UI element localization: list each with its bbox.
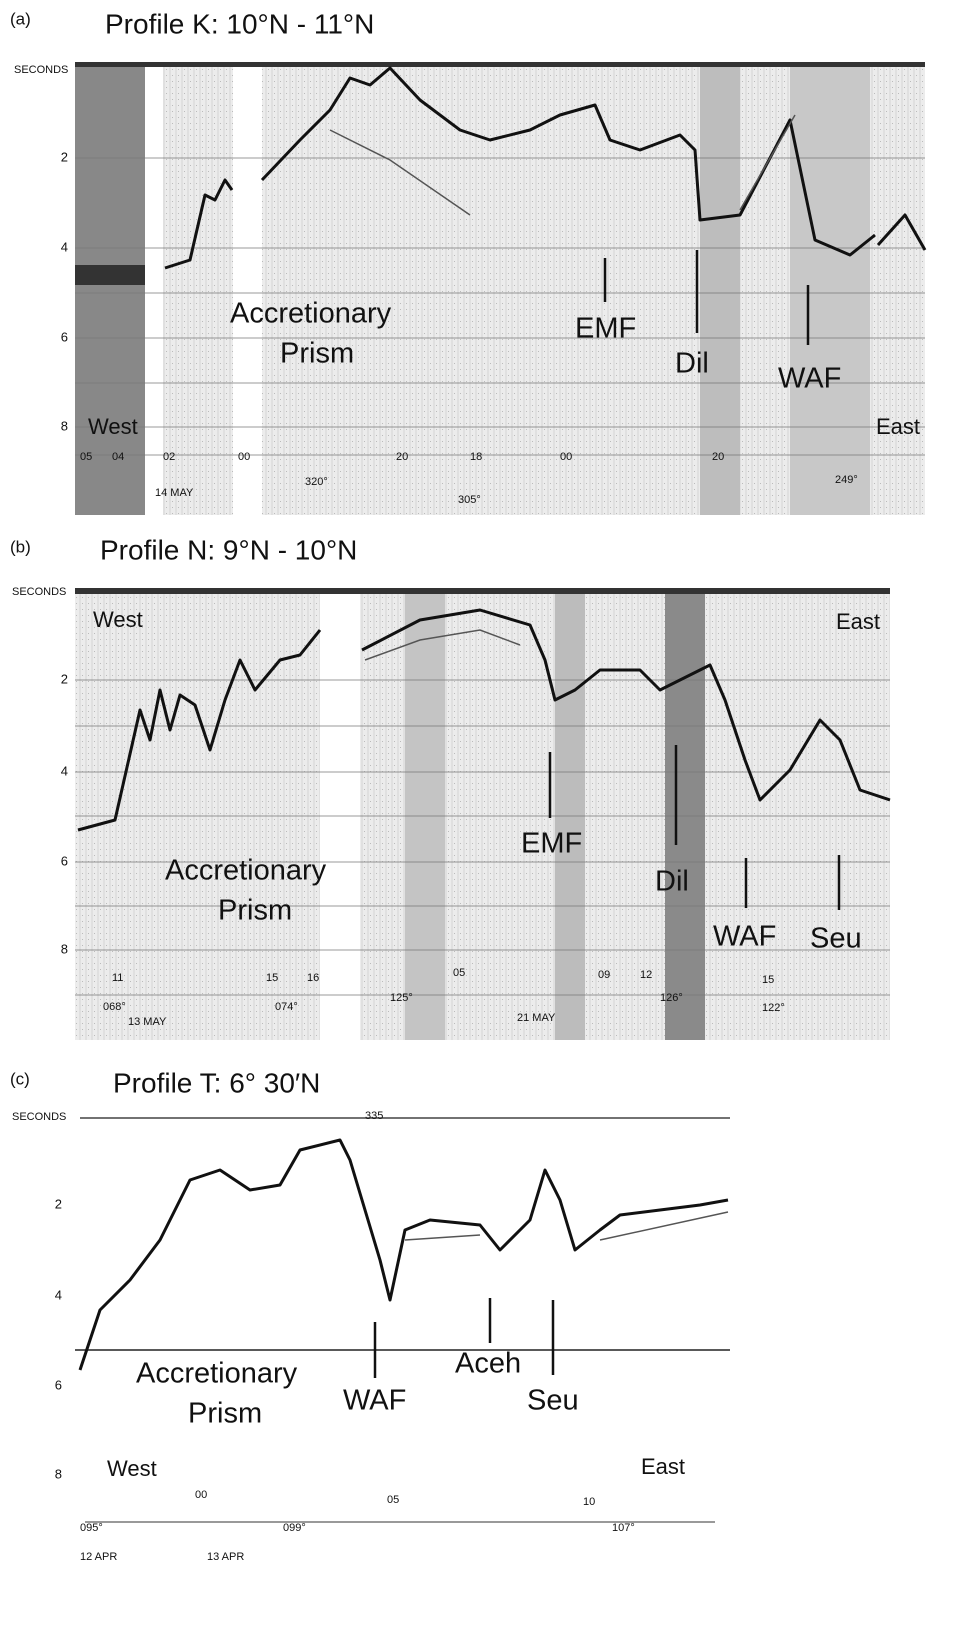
- record-mark: 305°: [458, 494, 481, 506]
- panel-title: Profile T: 6° 30′N: [113, 1067, 320, 1098]
- record-mark: 00: [238, 451, 250, 463]
- record-mark: 18: [470, 451, 482, 463]
- record-a: [75, 62, 927, 515]
- annotation: WAF: [343, 1385, 406, 1417]
- axis-label: 2: [61, 671, 68, 686]
- annotation: Accretionary: [136, 1358, 298, 1390]
- panel-label: (a): [10, 9, 31, 28]
- annotation: WAF: [778, 363, 841, 395]
- annotation: WAF: [713, 921, 776, 953]
- annotation: Seu: [810, 923, 862, 955]
- record-mark: 20: [396, 451, 408, 463]
- annotation: West: [93, 607, 143, 632]
- axis-label: 2: [55, 1196, 62, 1211]
- axis-label: 4: [55, 1287, 62, 1302]
- axis-label: 2: [61, 149, 68, 164]
- record-mark: 068°: [103, 1001, 126, 1013]
- record-mark: 13 MAY: [128, 1016, 167, 1028]
- annotation: East: [641, 1454, 685, 1479]
- annotation: Aceh: [455, 1348, 521, 1380]
- annotation: Prism: [280, 338, 354, 370]
- annotation: East: [836, 609, 880, 634]
- panel-label: (c): [10, 1069, 30, 1088]
- annotation: EMF: [521, 828, 582, 860]
- record-mark: 10: [583, 1496, 595, 1508]
- record-mark: 320°: [305, 476, 328, 488]
- annotation: Prism: [218, 895, 292, 927]
- panel-label: (b): [10, 537, 31, 556]
- record-mark: 04: [112, 451, 124, 463]
- record-mark: 14 MAY: [155, 487, 194, 499]
- axis-title: SECONDS: [12, 1111, 66, 1123]
- axis-label: 4: [61, 239, 68, 254]
- annotation: EMF: [575, 313, 636, 345]
- panel-title: Profile N: 9°N - 10°N: [100, 534, 357, 565]
- record-mark: 21 MAY: [517, 1012, 556, 1024]
- annotation: East: [876, 414, 920, 439]
- axis-label: 6: [55, 1377, 62, 1392]
- record-mark: 16: [307, 972, 319, 984]
- record-mark: 15: [266, 972, 278, 984]
- record-b: [75, 588, 891, 1040]
- record-mark: 249°: [835, 474, 858, 486]
- panel-title: Profile K: 10°N - 11°N: [105, 8, 374, 39]
- axis-label: 4: [61, 763, 68, 778]
- record-mark: 00: [195, 1489, 207, 1501]
- record-mark: 05: [80, 451, 92, 463]
- annotation: Seu: [527, 1385, 579, 1417]
- record-mark: 11: [112, 972, 123, 984]
- record-mark: 107°: [612, 1522, 635, 1534]
- record-mark: 09: [598, 969, 610, 981]
- axis-label: 8: [61, 941, 68, 956]
- record-mark: 126°: [660, 992, 683, 1004]
- record-mark: 12 APR: [80, 1551, 117, 1563]
- annotation: West: [107, 1456, 157, 1481]
- annotation: West: [88, 414, 138, 439]
- record-c: [75, 1117, 730, 1523]
- record-mark: 099°: [283, 1522, 306, 1534]
- record-mark: 125°: [390, 992, 413, 1004]
- record-mark: 13 APR: [207, 1551, 244, 1563]
- axis-label: 8: [55, 1466, 62, 1481]
- record-mark: 05: [453, 967, 465, 979]
- axis-title: SECONDS: [12, 586, 66, 598]
- record-mark: 20: [712, 451, 724, 463]
- record-mark: 074°: [275, 1001, 298, 1013]
- record-mark: 335: [365, 1110, 383, 1122]
- record-mark: 12: [640, 969, 652, 981]
- record-mark: 15: [762, 974, 774, 986]
- record-mark: 05: [387, 1494, 399, 1506]
- axis-label: 6: [61, 329, 68, 344]
- record-mark: 00: [560, 451, 572, 463]
- annotation: Dil: [675, 348, 709, 380]
- annotation: Dil: [655, 866, 689, 898]
- record-mark: 095°: [80, 1522, 103, 1534]
- annotation: Accretionary: [165, 855, 327, 887]
- axis-label: 6: [61, 853, 68, 868]
- record-mark: 122°: [762, 1002, 785, 1014]
- annotation: Accretionary: [230, 298, 392, 330]
- axis-title: SECONDS: [14, 64, 68, 76]
- axis-label: 8: [61, 418, 68, 433]
- record-mark: 02: [163, 451, 175, 463]
- annotation: Prism: [188, 1398, 262, 1430]
